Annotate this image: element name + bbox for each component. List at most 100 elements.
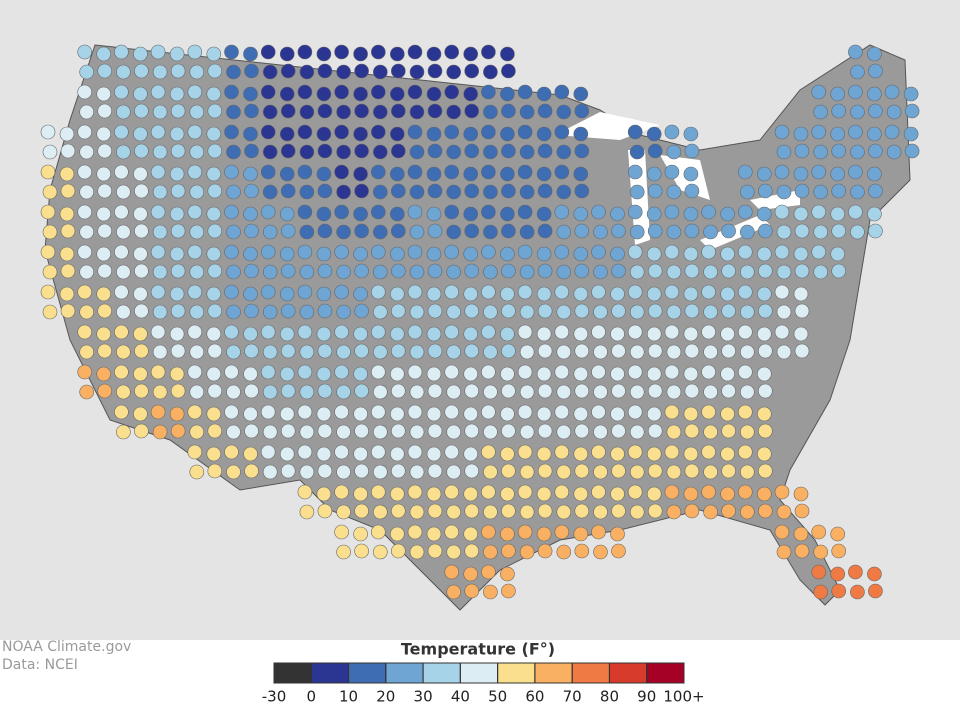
station-dot (189, 384, 205, 400)
station-dot (334, 204, 349, 220)
station-dot (407, 84, 423, 100)
station-dot (316, 86, 332, 102)
station-dot (483, 184, 498, 200)
station-dot (610, 286, 625, 302)
station-dot (407, 244, 423, 260)
station-dot (446, 504, 462, 520)
station-dot (226, 424, 241, 440)
station-dot (77, 44, 92, 60)
station-dot (573, 526, 589, 542)
station-dot (537, 503, 553, 519)
station-dot (334, 364, 349, 380)
station-dot (500, 566, 515, 582)
station-dot (591, 364, 606, 380)
station-dot (573, 366, 589, 382)
station-dot (354, 343, 369, 359)
station-dot (794, 183, 810, 199)
station-dot (409, 464, 425, 480)
station-dot (389, 406, 405, 422)
station-dot (409, 424, 425, 440)
station-dot (464, 143, 480, 159)
station-dot (189, 344, 205, 360)
station-dot (279, 326, 295, 342)
station-dot (536, 446, 552, 462)
station-dot (463, 46, 479, 62)
station-dot (187, 364, 203, 380)
station-dot (336, 504, 351, 520)
station-dot (389, 126, 405, 142)
station-dot (206, 46, 222, 62)
station-dot (573, 126, 589, 142)
station-dot (187, 284, 203, 300)
station-dot (610, 526, 625, 542)
station-dot (389, 366, 405, 382)
station-dot (280, 63, 296, 79)
station-dot (573, 326, 589, 342)
station-dot (207, 103, 223, 119)
station-dot (481, 124, 496, 140)
station-dot (444, 444, 460, 460)
station-dot (517, 164, 533, 180)
station-dot (317, 303, 333, 319)
station-dot (574, 303, 590, 319)
station-dot (554, 124, 570, 140)
station-dot (444, 124, 460, 140)
station-dot (739, 384, 755, 400)
station-dot (407, 484, 423, 500)
station-dot (483, 464, 498, 480)
station-dot (868, 143, 883, 159)
station-dot (354, 543, 369, 559)
station-dot (353, 46, 368, 62)
station-dot (444, 244, 460, 260)
station-dot (390, 263, 406, 279)
station-dot (133, 206, 148, 222)
station-dot (372, 384, 388, 400)
station-dot (701, 244, 716, 260)
station-dot (260, 284, 276, 300)
station-dot (426, 526, 442, 542)
station-dot (647, 303, 663, 319)
station-dot (354, 423, 369, 439)
station-dot (664, 444, 680, 460)
station-dot (297, 484, 313, 500)
station-dot (556, 304, 572, 320)
station-dot (389, 286, 405, 302)
station-dot (756, 446, 772, 462)
station-dot (262, 424, 278, 440)
station-dot (390, 423, 406, 439)
station-dot (279, 406, 295, 422)
station-dot (224, 164, 239, 180)
station-dot (811, 564, 827, 580)
station-dot (850, 64, 865, 80)
station-dot (427, 423, 443, 439)
station-dot (134, 383, 149, 399)
station-dot (299, 384, 315, 400)
station-dot (116, 104, 131, 120)
station-dot (446, 184, 462, 200)
station-dot (701, 204, 716, 220)
station-dot (593, 424, 608, 440)
station-dot (464, 343, 480, 359)
station-dot (848, 84, 863, 100)
station-dot (353, 446, 368, 462)
station-dot (647, 223, 663, 239)
legend-swatch (385, 662, 424, 684)
station-dot (793, 286, 809, 302)
station-dot (244, 63, 259, 79)
station-dot (224, 124, 239, 140)
station-dot (133, 46, 148, 62)
station-dot (262, 384, 278, 400)
station-dot (500, 46, 515, 62)
station-dot (170, 183, 186, 199)
station-dot (666, 384, 682, 400)
station-dot (774, 284, 790, 300)
station-dot (97, 143, 112, 159)
station-dot (739, 184, 755, 200)
station-dot (481, 164, 496, 180)
station-dot (390, 303, 406, 319)
station-dot (317, 383, 333, 399)
station-dot (517, 204, 533, 220)
station-dot (537, 143, 553, 159)
station-dot (684, 183, 700, 199)
station-dot (627, 244, 643, 260)
